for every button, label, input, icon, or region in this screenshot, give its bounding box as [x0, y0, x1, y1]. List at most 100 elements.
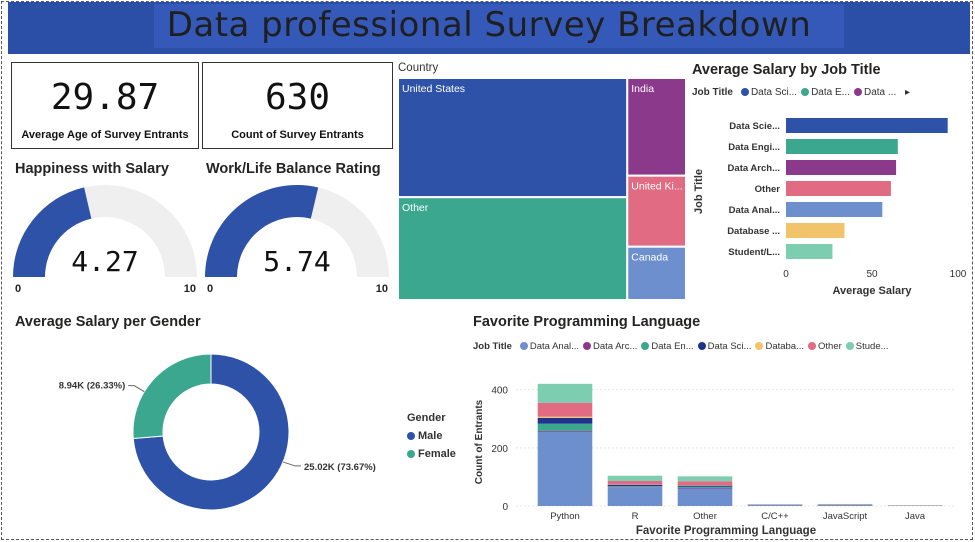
x-tick-label: 100 — [950, 269, 967, 280]
data-label: 8.94K (26.33%) — [59, 381, 126, 392]
gauge-min-label: 0 — [207, 283, 213, 295]
legend-next-arrow[interactable]: ▸ — [905, 87, 911, 98]
stack-segment — [677, 487, 733, 489]
worklife-gauge[interactable]: 5.74 0 10 — [200, 180, 395, 300]
legend-item[interactable]: Data ... — [863, 87, 897, 98]
treemap-label: United Ki... — [631, 181, 682, 193]
salary-bar — [786, 118, 948, 133]
legend-dot — [808, 341, 817, 350]
salary-bar — [786, 181, 891, 196]
x-axis-title: Average Salary — [832, 285, 912, 297]
treemap-label: Other — [402, 202, 429, 214]
category-label: Data Engi... — [728, 142, 780, 153]
treemap-tile — [626, 78, 686, 177]
legend-dot — [801, 87, 810, 96]
salary-bar — [786, 223, 845, 238]
legend-dot — [697, 341, 706, 350]
stack-segment — [607, 480, 663, 485]
legend-dot — [407, 449, 415, 458]
happiness-gauge[interactable]: 4.27 0 10 — [8, 180, 203, 300]
legend-dot — [583, 341, 592, 350]
title-banner-inner — [154, 4, 844, 48]
stack-segment — [677, 485, 733, 487]
stack-segment — [537, 417, 593, 424]
category-label: Other — [755, 184, 781, 195]
label-leader — [282, 461, 302, 467]
salary-bar — [786, 160, 897, 175]
treemap-tile — [626, 174, 686, 248]
stack-segment — [537, 402, 593, 417]
treemap-tile — [626, 245, 686, 300]
stack-segment — [677, 476, 733, 482]
page-title: Data professional Survey Breakdown — [166, 5, 812, 45]
language-title: Favorite Programming Language — [473, 314, 701, 330]
legend-title: Gender — [407, 412, 446, 424]
legend-item[interactable]: Data Sci... — [707, 341, 752, 352]
legend-dot — [519, 341, 528, 350]
gauge-fill — [13, 187, 92, 277]
x-tick-label: 0 — [783, 269, 789, 280]
legend-item[interactable]: Other — [818, 341, 842, 352]
category-label: Database ... — [727, 226, 780, 237]
salary-bar — [786, 202, 883, 217]
country-treemap-title: Country — [398, 62, 439, 74]
legend-dot — [755, 341, 764, 350]
gender-title: Average Salary per Gender — [15, 314, 201, 330]
card-count-entrants[interactable]: 630 Count of Survey Entrants — [202, 62, 393, 149]
salary-job-legend: Job Title Data Sci... Data E... Data ... ▸ — [692, 87, 910, 98]
legend-item[interactable]: Data Sci... — [750, 87, 798, 98]
donut-slice — [132, 353, 212, 440]
legend-dot — [853, 87, 862, 96]
category-label: Data Scie... — [729, 121, 780, 132]
category-label: JavaScript — [823, 511, 868, 522]
legend-item[interactable]: Data Arc... — [593, 341, 638, 352]
title-banner: Data professional Survey Breakdown — [8, 2, 970, 54]
y-tick-label: 0 — [502, 502, 508, 513]
stack-segment — [677, 481, 733, 486]
card-average-age[interactable]: 29.87 Average Age of Survey Entrants — [11, 62, 199, 149]
category-label: Student/L... — [728, 247, 780, 258]
legend-dot — [407, 431, 415, 440]
legend-title: Job Title — [473, 341, 512, 352]
salary-job-title: Average Salary by Job Title — [692, 62, 881, 78]
language-chart[interactable]: 0 200 400 Python R Other C/C++ JavaScript Java Fa… — [470, 355, 970, 540]
category-label: Java — [905, 511, 926, 522]
gender-legend: Gender Male Female — [407, 409, 456, 463]
gauge-fill — [205, 185, 319, 277]
gauge-min-label: 0 — [15, 283, 21, 295]
category-label: R — [632, 511, 639, 522]
treemap-label: India — [631, 83, 654, 95]
salary-job-chart[interactable]: Data Scie... Data Engi... Data Arch... Othe… — [688, 100, 973, 305]
category-label: Other — [693, 511, 717, 522]
worklife-title: Work/Life Balance Rating — [206, 161, 381, 177]
legend-item[interactable]: Data E... — [811, 87, 850, 98]
treemap-tile — [398, 78, 629, 199]
donut-slice — [132, 353, 290, 511]
gender-donut-chart[interactable]: 25.02K (73.67%) 8.94K (26.33%) — [8, 335, 398, 535]
treemap-label: United States — [402, 83, 465, 95]
stack-segment — [607, 475, 663, 481]
legend-item[interactable]: Male — [407, 427, 456, 445]
gauge-max-label: 10 — [376, 283, 388, 295]
stack-segment — [817, 504, 873, 505]
card-label: Average Age of Survey Entrants — [21, 129, 189, 141]
label-leader — [128, 385, 145, 393]
category-label: Python — [550, 511, 580, 522]
legend-item[interactable]: Data Anal... — [529, 341, 580, 352]
treemap-label: Canada — [631, 252, 668, 264]
stack-segment — [607, 487, 663, 506]
salary-bar — [786, 139, 898, 154]
legend-item[interactable]: Female — [407, 445, 456, 463]
legend-item[interactable]: Data En... — [651, 341, 694, 352]
legend-item[interactable]: Databa... — [765, 341, 805, 352]
legend-dot — [740, 87, 749, 96]
stack-segment — [607, 486, 663, 487]
language-legend: Job Title Data Anal... Data Arc... Data En.… — [473, 341, 889, 352]
stack-segment — [747, 505, 803, 506]
legend-item[interactable]: Stude... — [855, 341, 889, 352]
stack-segment — [677, 488, 733, 506]
card-label: Count of Survey Entrants — [231, 129, 364, 141]
legend-dot — [641, 341, 650, 350]
country-treemap[interactable]: United States Other India United Ki... Canad… — [398, 78, 686, 300]
